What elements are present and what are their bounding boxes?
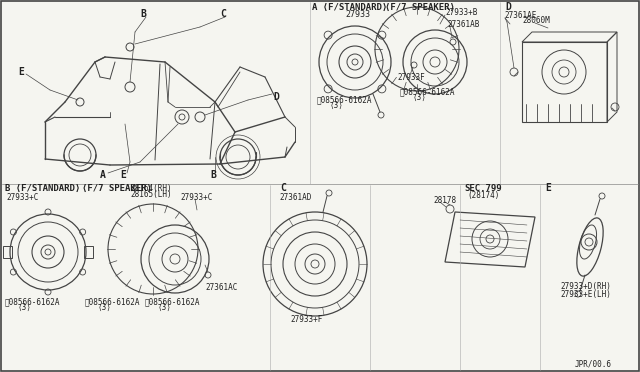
Text: B: B	[210, 170, 216, 180]
Text: B ⟨F/STANDARD⟩: B ⟨F/STANDARD⟩	[5, 183, 80, 192]
Text: 27361AB: 27361AB	[447, 19, 479, 29]
Text: ⟨F/7 SPEAKER⟩: ⟨F/7 SPEAKER⟩	[82, 183, 152, 192]
Text: ⟨3⟩: ⟨3⟩	[18, 302, 32, 311]
Text: D: D	[273, 92, 279, 102]
Text: 28165(LH): 28165(LH)	[130, 189, 172, 199]
Bar	[84, 246, 93, 258]
Text: ⟨3⟩: ⟨3⟩	[158, 302, 172, 311]
Text: 27933+E(LH): 27933+E(LH)	[560, 289, 611, 298]
Text: C: C	[280, 183, 286, 193]
Text: Ⓝ08566-6162A: Ⓝ08566-6162A	[85, 298, 141, 307]
Bar	[3, 246, 12, 258]
Text: C: C	[220, 9, 226, 19]
Text: 28178: 28178	[433, 196, 456, 205]
Text: A: A	[100, 170, 106, 180]
Text: D: D	[505, 2, 511, 12]
Text: 27933F: 27933F	[397, 73, 425, 81]
Text: 27933+D(RH): 27933+D(RH)	[560, 282, 611, 292]
Text: 27933+F: 27933+F	[290, 315, 323, 324]
Text: 27361AC: 27361AC	[205, 282, 237, 292]
Text: ⟨3⟩: ⟨3⟩	[413, 93, 427, 102]
Text: 28164(RH): 28164(RH)	[130, 183, 172, 192]
Text: (28174): (28174)	[467, 190, 499, 199]
Text: ⟨F/7 SPEAKER⟩: ⟨F/7 SPEAKER⟩	[385, 3, 455, 12]
Text: SEC.799: SEC.799	[464, 183, 502, 192]
Text: B: B	[140, 9, 146, 19]
Text: 27361AE: 27361AE	[504, 10, 536, 19]
Text: JPR/00.6: JPR/00.6	[575, 359, 612, 369]
Text: 28060M: 28060M	[522, 16, 550, 25]
Text: 27933+C: 27933+C	[180, 192, 212, 202]
Text: 27361AD: 27361AD	[279, 192, 312, 202]
Text: 27933: 27933	[345, 10, 370, 19]
Text: ⟨3⟩: ⟨3⟩	[330, 100, 344, 109]
Text: 27933+B: 27933+B	[445, 7, 477, 16]
Text: E: E	[18, 67, 24, 77]
Text: E: E	[545, 183, 551, 193]
Text: A ⟨F/STANDARD⟩: A ⟨F/STANDARD⟩	[312, 3, 387, 12]
Text: 27933+C: 27933+C	[6, 192, 38, 202]
Text: Ⓝ08566-6162A: Ⓝ08566-6162A	[400, 87, 456, 96]
Text: E: E	[120, 170, 126, 180]
Text: Ⓝ08566-6162A: Ⓝ08566-6162A	[317, 96, 372, 105]
Text: Ⓝ08566-6162A: Ⓝ08566-6162A	[145, 298, 200, 307]
Text: Ⓝ08566-6162A: Ⓝ08566-6162A	[5, 298, 61, 307]
Text: ⟨3⟩: ⟨3⟩	[98, 302, 112, 311]
